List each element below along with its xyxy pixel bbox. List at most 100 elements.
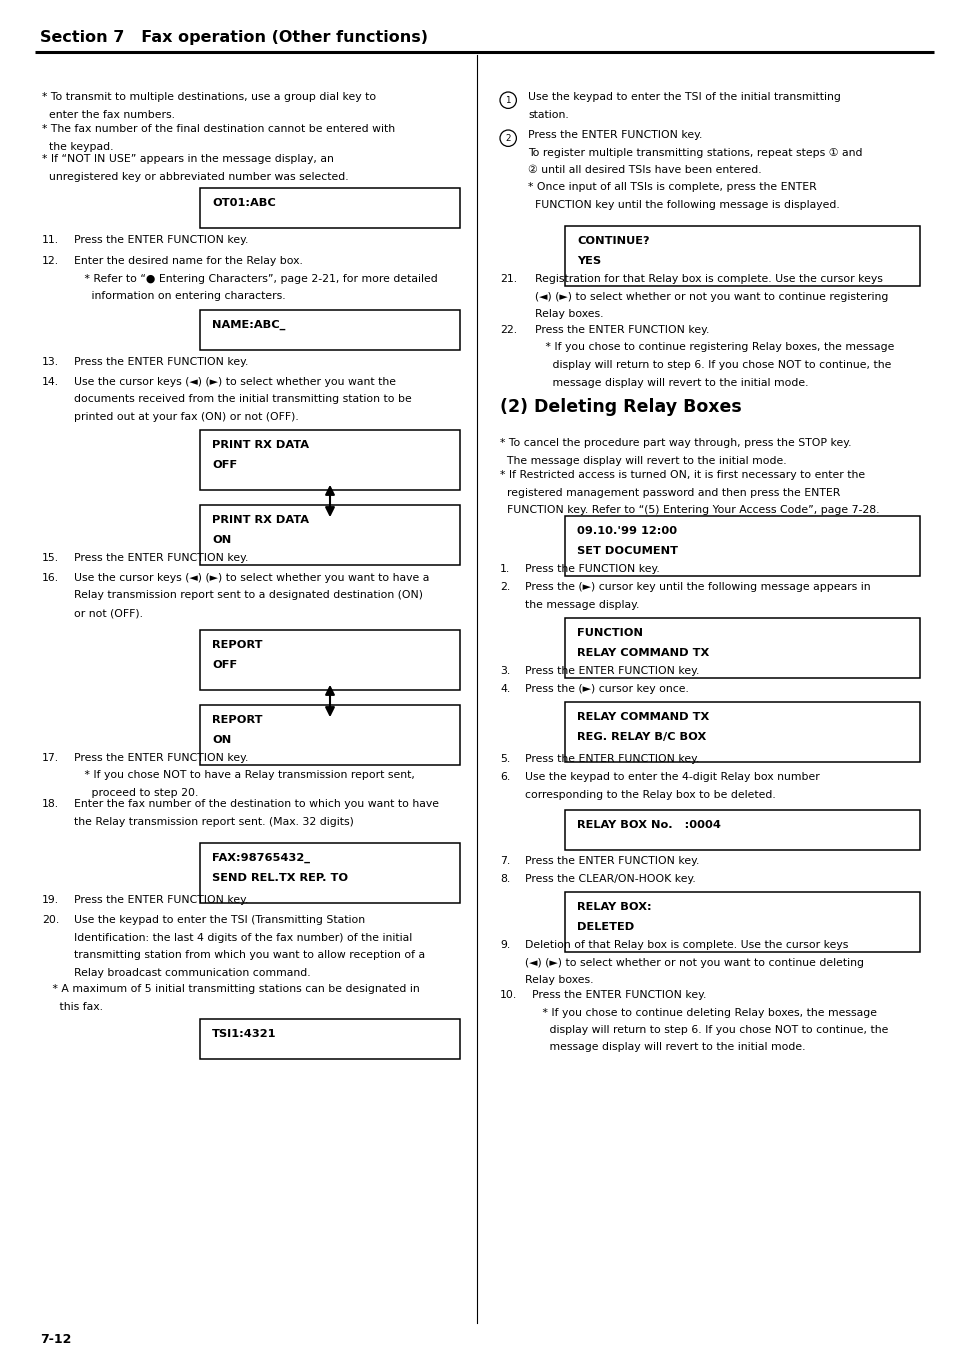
Text: Relay boxes.: Relay boxes.	[535, 309, 603, 319]
Text: 17.: 17.	[42, 753, 59, 763]
Text: Enter the desired name for the Relay box.: Enter the desired name for the Relay box…	[74, 255, 302, 266]
Text: enter the fax numbers.: enter the fax numbers.	[42, 109, 174, 119]
Text: 19.: 19.	[42, 894, 59, 905]
Text: Identification: the last 4 digits of the fax number) of the initial: Identification: the last 4 digits of the…	[74, 932, 412, 943]
FancyBboxPatch shape	[200, 188, 459, 228]
Text: OT01:ABC: OT01:ABC	[212, 199, 275, 208]
Text: * To cancel the procedure part way through, press the STOP key.: * To cancel the procedure part way throu…	[499, 438, 851, 449]
FancyBboxPatch shape	[200, 705, 459, 765]
Text: Relay transmission report sent to a designated destination (ON): Relay transmission report sent to a desi…	[74, 590, 422, 600]
Text: RELAY BOX No.   :0004: RELAY BOX No. :0004	[577, 820, 720, 830]
Text: 21.: 21.	[499, 274, 517, 284]
Text: FUNCTION key until the following message is displayed.: FUNCTION key until the following message…	[527, 200, 839, 209]
Text: proceed to step 20.: proceed to step 20.	[74, 788, 198, 798]
Text: * If “NOT IN USE” appears in the message display, an: * If “NOT IN USE” appears in the message…	[42, 154, 334, 163]
Text: Deletion of that Relay box is complete. Use the cursor keys: Deletion of that Relay box is complete. …	[524, 940, 847, 950]
Text: display will return to step 6. If you chose NOT to continue, the: display will return to step 6. If you ch…	[532, 1025, 887, 1035]
Text: 4.: 4.	[499, 684, 510, 694]
FancyBboxPatch shape	[200, 505, 459, 565]
Text: message display will revert to the initial mode.: message display will revert to the initi…	[535, 377, 807, 388]
Text: 10.: 10.	[499, 990, 517, 1000]
Text: 3.: 3.	[499, 666, 510, 676]
Text: unregistered key or abbreviated number was selected.: unregistered key or abbreviated number w…	[42, 172, 348, 181]
Text: 22.: 22.	[499, 326, 517, 335]
Text: Press the ENTER FUNCTION key.: Press the ENTER FUNCTION key.	[74, 357, 248, 367]
Text: SEND REL.TX REP. TO: SEND REL.TX REP. TO	[212, 873, 348, 884]
Text: RELAY COMMAND TX: RELAY COMMAND TX	[577, 712, 708, 721]
Text: Use the keypad to enter the TSI of the initial transmitting: Use the keypad to enter the TSI of the i…	[527, 92, 840, 101]
Text: Press the ENTER FUNCTION key.: Press the ENTER FUNCTION key.	[74, 753, 248, 763]
Text: Use the cursor keys (◄) (►) to select whether you want to have a: Use the cursor keys (◄) (►) to select wh…	[74, 573, 429, 584]
Text: 2.: 2.	[499, 582, 510, 592]
Text: Section 7   Fax operation (Other functions): Section 7 Fax operation (Other functions…	[40, 30, 428, 45]
Text: TSI1:4321: TSI1:4321	[212, 1029, 276, 1039]
Text: Press the ENTER FUNCTION key.: Press the ENTER FUNCTION key.	[524, 754, 699, 765]
Text: Relay boxes.: Relay boxes.	[524, 975, 593, 985]
Text: 8.: 8.	[499, 874, 510, 884]
Text: Press the ENTER FUNCTION key.: Press the ENTER FUNCTION key.	[524, 666, 699, 676]
Text: DELETED: DELETED	[577, 921, 634, 932]
Text: 5.: 5.	[499, 754, 510, 765]
Text: Press the ENTER FUNCTION key.: Press the ENTER FUNCTION key.	[532, 990, 705, 1000]
Text: RELAY BOX:: RELAY BOX:	[577, 902, 651, 912]
Text: Use the keypad to enter the TSI (Transmitting Station: Use the keypad to enter the TSI (Transmi…	[74, 915, 365, 925]
Text: The message display will revert to the initial mode.: The message display will revert to the i…	[499, 455, 786, 466]
FancyBboxPatch shape	[200, 630, 459, 690]
Text: Press the FUNCTION key.: Press the FUNCTION key.	[524, 563, 659, 574]
Text: CONTINUE?: CONTINUE?	[577, 236, 649, 246]
FancyBboxPatch shape	[200, 1019, 459, 1059]
Text: 7.: 7.	[499, 857, 510, 866]
Text: 12.: 12.	[42, 255, 59, 266]
Text: (2) Deleting Relay Boxes: (2) Deleting Relay Boxes	[499, 399, 741, 416]
Text: (◄) (►) to select whether or not you want to continue registering: (◄) (►) to select whether or not you wan…	[535, 292, 887, 301]
Text: 09.10.'99 12:00: 09.10.'99 12:00	[577, 526, 677, 536]
Text: printed out at your fax (ON) or not (OFF).: printed out at your fax (ON) or not (OFF…	[74, 412, 298, 422]
Text: YES: YES	[577, 255, 600, 266]
Text: REPORT: REPORT	[212, 715, 262, 725]
Text: * A maximum of 5 initial transmitting stations can be designated in: * A maximum of 5 initial transmitting st…	[42, 984, 419, 994]
Text: 6.: 6.	[499, 771, 510, 782]
Text: Press the (►) cursor key until the following message appears in: Press the (►) cursor key until the follo…	[524, 582, 870, 592]
Text: 16.: 16.	[42, 573, 59, 584]
Text: ② until all desired TSIs have been entered.: ② until all desired TSIs have been enter…	[527, 165, 760, 176]
Text: * If Restricted access is turned ON, it is first necessary to enter the: * If Restricted access is turned ON, it …	[499, 470, 864, 480]
Text: Press the ENTER FUNCTION key.: Press the ENTER FUNCTION key.	[74, 894, 248, 905]
Text: ON: ON	[212, 735, 231, 744]
Text: * The fax number of the final destination cannot be entered with: * The fax number of the final destinatio…	[42, 124, 395, 134]
Text: OFF: OFF	[212, 661, 237, 670]
FancyBboxPatch shape	[564, 617, 919, 678]
Text: ON: ON	[212, 535, 231, 544]
Text: OFF: OFF	[212, 459, 237, 470]
Text: transmitting station from which you want to allow reception of a: transmitting station from which you want…	[74, 950, 425, 961]
FancyBboxPatch shape	[200, 430, 459, 490]
Text: To register multiple transmitting stations, repeat steps ① and: To register multiple transmitting statio…	[527, 147, 862, 158]
FancyBboxPatch shape	[564, 703, 919, 762]
Text: Press the ENTER FUNCTION key.: Press the ENTER FUNCTION key.	[74, 235, 248, 245]
Text: PRINT RX DATA: PRINT RX DATA	[212, 515, 309, 526]
Text: message display will revert to the initial mode.: message display will revert to the initi…	[532, 1043, 804, 1052]
Text: Press the ENTER FUNCTION key.: Press the ENTER FUNCTION key.	[74, 553, 248, 563]
FancyBboxPatch shape	[564, 226, 919, 286]
Text: 13.: 13.	[42, 357, 59, 367]
Text: 1: 1	[505, 96, 511, 104]
Text: 9.: 9.	[499, 940, 510, 950]
Text: FUNCTION: FUNCTION	[577, 628, 642, 638]
FancyBboxPatch shape	[564, 811, 919, 850]
Text: REG. RELAY B/C BOX: REG. RELAY B/C BOX	[577, 732, 705, 742]
Text: this fax.: this fax.	[42, 1001, 103, 1012]
Text: corresponding to the Relay box to be deleted.: corresponding to the Relay box to be del…	[524, 789, 775, 800]
Text: Press the ENTER FUNCTION key.: Press the ENTER FUNCTION key.	[535, 326, 709, 335]
Text: Relay broadcast communication command.: Relay broadcast communication command.	[74, 967, 311, 978]
Text: NAME:ABC_: NAME:ABC_	[212, 320, 285, 330]
Text: * If you chose to continue registering Relay boxes, the message: * If you chose to continue registering R…	[535, 343, 894, 353]
Text: Press the CLEAR/ON-HOOK key.: Press the CLEAR/ON-HOOK key.	[524, 874, 695, 884]
Text: documents received from the initial transmitting station to be: documents received from the initial tran…	[74, 394, 412, 404]
Text: REPORT: REPORT	[212, 640, 262, 650]
Text: the keypad.: the keypad.	[42, 142, 113, 151]
Text: Use the keypad to enter the 4-digit Relay box number: Use the keypad to enter the 4-digit Rela…	[524, 771, 819, 782]
Text: 1.: 1.	[499, 563, 510, 574]
Text: 7-12: 7-12	[40, 1333, 71, 1346]
Text: 2: 2	[505, 134, 511, 143]
Text: Registration for that Relay box is complete. Use the cursor keys: Registration for that Relay box is compl…	[535, 274, 882, 284]
FancyBboxPatch shape	[200, 843, 459, 902]
